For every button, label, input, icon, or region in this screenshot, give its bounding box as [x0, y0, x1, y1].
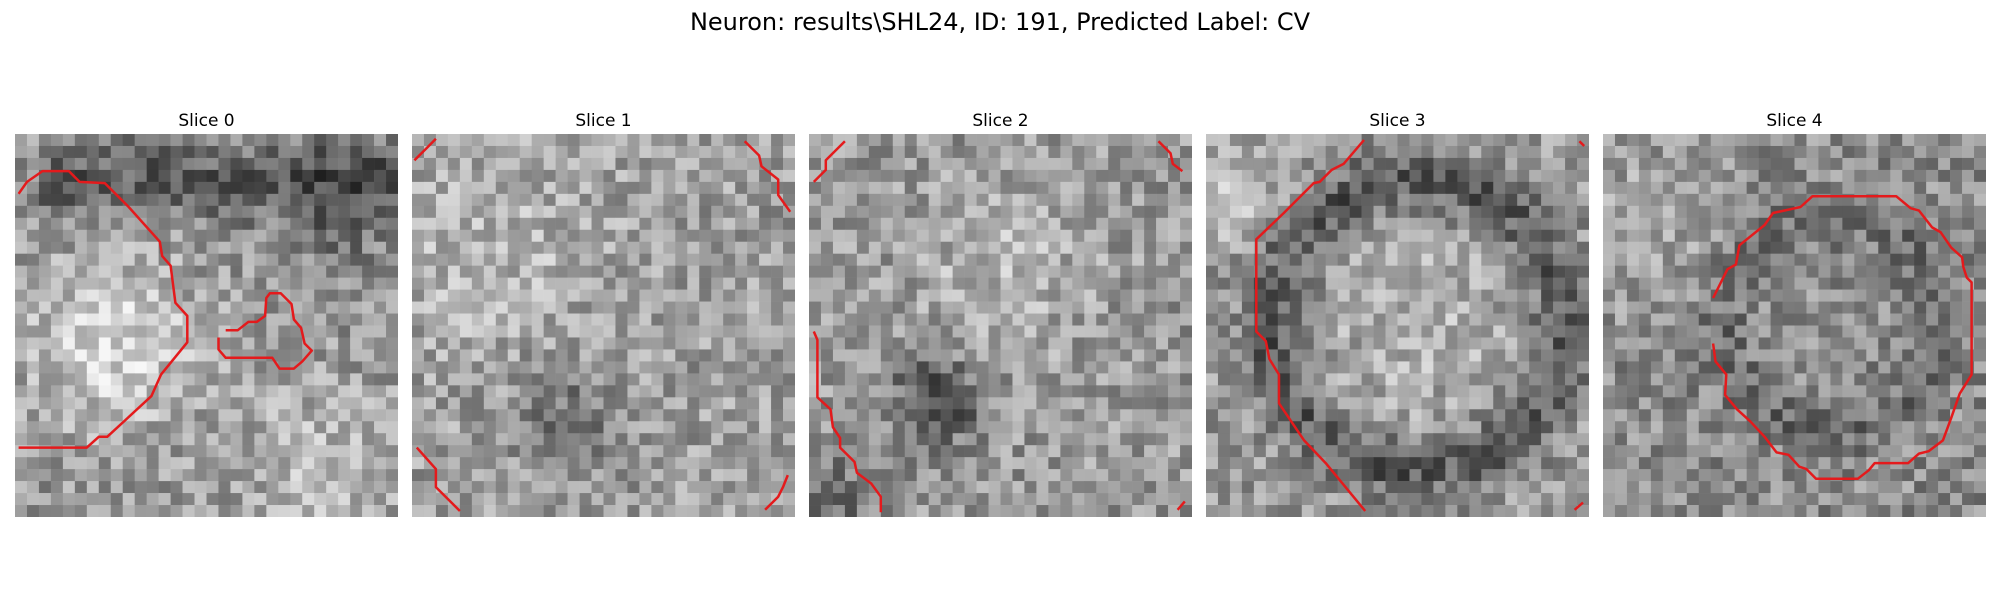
- slice-image: [809, 134, 1192, 517]
- slice-panel-1: Slice 1: [412, 110, 795, 517]
- contour-line: [17, 169, 189, 449]
- slice-title: Slice 0: [178, 111, 235, 131]
- contour-line: [1176, 500, 1186, 511]
- contour-line: [1711, 194, 1973, 480]
- contour-line: [1157, 140, 1184, 173]
- pixel-grid: [15, 134, 398, 517]
- contour-line: [743, 140, 792, 213]
- slice-title: Slice 2: [972, 111, 1029, 131]
- slice-panel-3: Slice 3: [1206, 110, 1589, 517]
- slice-panel-4: Slice 4: [1603, 110, 1986, 517]
- slice-image: [15, 134, 398, 517]
- pixel-grid: [809, 134, 1192, 517]
- slice-title: Slice 1: [575, 111, 632, 131]
- pixel-grid: [1603, 134, 1986, 517]
- contour-line: [812, 331, 883, 513]
- figure-title: Neuron: results\SHL24, ID: 191, Predicte…: [689, 8, 1311, 36]
- contour-line: [413, 137, 437, 162]
- contour-line: [415, 446, 461, 512]
- contour-line: [1255, 139, 1367, 512]
- pixel-grid: [412, 134, 795, 517]
- slice-image: [1206, 134, 1589, 517]
- slice-panel-2: Slice 2: [809, 110, 1192, 517]
- slice-image: [412, 134, 795, 517]
- slice-panel-0: Slice 0: [15, 110, 398, 517]
- contour-line: [764, 474, 789, 511]
- contour-line: [217, 291, 314, 370]
- pixel-grid: [1206, 134, 1589, 517]
- contour-line: [1573, 501, 1584, 511]
- slice-title: Slice 4: [1766, 111, 1823, 131]
- contour-line: [812, 140, 846, 183]
- slice-title: Slice 3: [1369, 111, 1426, 131]
- slice-image: [1603, 134, 1986, 517]
- contour-line: [1578, 140, 1586, 147]
